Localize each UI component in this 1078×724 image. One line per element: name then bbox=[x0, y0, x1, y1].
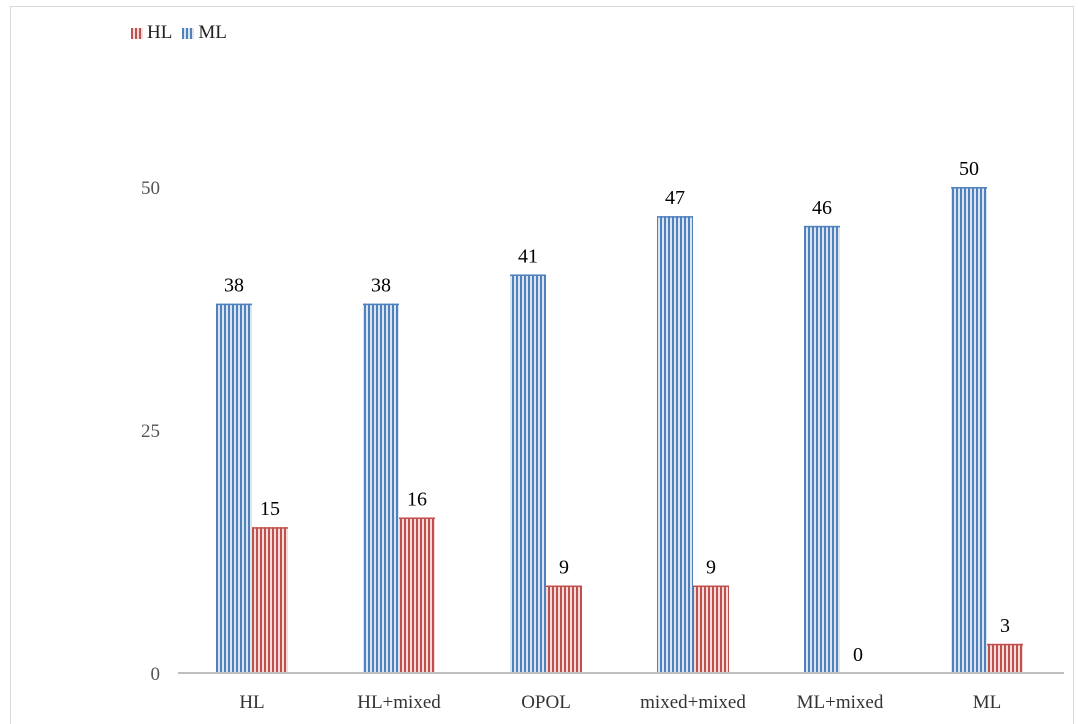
data-label-hl: 15 bbox=[260, 498, 280, 520]
legend-label-ml: ML bbox=[198, 22, 227, 43]
bar-ml bbox=[951, 187, 987, 673]
bars-group bbox=[216, 187, 1023, 673]
x-tick-label: HL bbox=[239, 692, 264, 713]
bar-hl bbox=[399, 517, 435, 673]
bar-top-edge-ml bbox=[804, 225, 840, 228]
x-tick-label: OPOL bbox=[521, 692, 571, 713]
y-axis-ticks: 0 25 50 bbox=[141, 178, 160, 685]
y-tick-label: 50 bbox=[141, 178, 160, 199]
bar-top-edge-hl bbox=[399, 517, 435, 519]
legend-label-hl: HL bbox=[147, 22, 173, 43]
bar-top-edge-ml bbox=[363, 303, 399, 306]
data-label-ml: 38 bbox=[371, 275, 391, 297]
bar-top-edge-ml bbox=[657, 216, 693, 218]
data-label-ml: 47 bbox=[665, 187, 685, 209]
bar-top-edge-hl bbox=[987, 643, 1023, 646]
bar-top-edge-ml bbox=[510, 274, 546, 276]
x-tick-label: ML+mixed bbox=[797, 692, 884, 713]
legend-swatch-hl bbox=[131, 27, 143, 39]
bar-ml bbox=[363, 303, 399, 673]
data-label-hl: 9 bbox=[559, 557, 569, 579]
bar-top-edge-ml bbox=[216, 303, 252, 306]
y-tick-label: 25 bbox=[141, 421, 160, 442]
bar-top-edge-ml bbox=[951, 187, 987, 189]
bar-ml bbox=[510, 274, 546, 673]
data-label-hl: 16 bbox=[407, 488, 427, 510]
legend-item-hl: HL bbox=[131, 22, 172, 44]
bar-top-edge-hl bbox=[693, 585, 729, 588]
bar-hl bbox=[693, 585, 729, 673]
x-tick-label: HL+mixed bbox=[357, 692, 441, 713]
legend-swatch-ml bbox=[182, 27, 195, 39]
chart-frame bbox=[10, 6, 1074, 724]
data-label-ml: 41 bbox=[518, 245, 538, 267]
data-label-hl: 3 bbox=[1000, 615, 1010, 637]
data-label-hl: 0 bbox=[853, 644, 863, 666]
x-axis-labels: HL HL+mixed OPOL mixed+mixed ML+mixed ML bbox=[239, 692, 1001, 713]
value-labels-group: 38 15 38 16 41 9 47 9 46 0 50 3 bbox=[224, 158, 1010, 666]
bar-hl bbox=[546, 585, 582, 673]
data-label-ml: 50 bbox=[959, 158, 979, 180]
y-tick-label: 0 bbox=[151, 664, 161, 685]
x-tick-label: ML bbox=[973, 692, 1002, 713]
bar-top-edge-hl bbox=[252, 527, 288, 529]
bar-hl bbox=[987, 643, 1023, 673]
bar-ml bbox=[216, 303, 252, 673]
legend-item-ml: ML bbox=[182, 22, 227, 44]
data-label-hl: 9 bbox=[706, 557, 716, 579]
bar-ml bbox=[657, 216, 693, 673]
data-label-ml: 46 bbox=[812, 197, 832, 219]
chart-legend: HL ML bbox=[131, 22, 237, 44]
bar-ml bbox=[804, 225, 840, 673]
x-tick-label: mixed+mixed bbox=[640, 692, 746, 713]
data-label-ml: 38 bbox=[224, 275, 244, 297]
bar-top-edge-hl bbox=[546, 585, 582, 588]
bar-hl bbox=[252, 527, 288, 673]
